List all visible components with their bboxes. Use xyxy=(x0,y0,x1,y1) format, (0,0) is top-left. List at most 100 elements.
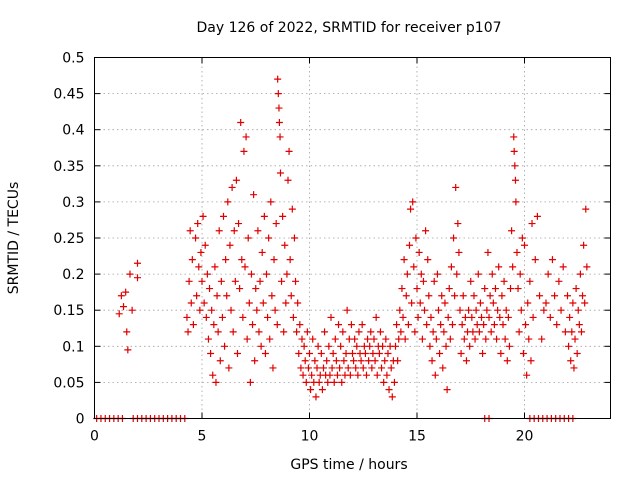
data-point xyxy=(568,328,576,336)
data-point xyxy=(342,350,350,358)
y-tick-label: 0.1 xyxy=(62,339,84,355)
data-point xyxy=(393,321,401,329)
data-point xyxy=(344,364,352,372)
data-point xyxy=(253,306,261,314)
data-point xyxy=(264,313,272,321)
data-point xyxy=(446,335,454,343)
data-point xyxy=(564,292,571,300)
data-point xyxy=(343,306,351,314)
data-point xyxy=(259,299,267,307)
data-point xyxy=(462,357,470,365)
data-point xyxy=(223,292,231,300)
data-point xyxy=(251,357,259,365)
data-point xyxy=(412,234,420,242)
data-point xyxy=(313,364,321,372)
data-point xyxy=(457,350,465,358)
data-point xyxy=(303,328,311,336)
data-point xyxy=(544,270,552,278)
data-point xyxy=(571,335,579,343)
data-point xyxy=(514,285,522,293)
data-point xyxy=(444,313,452,321)
data-point xyxy=(574,306,582,314)
data-point xyxy=(283,270,291,278)
data-point xyxy=(194,220,202,228)
data-point xyxy=(579,292,587,300)
data-point xyxy=(120,303,128,311)
x-tick-label: 0 xyxy=(90,429,99,445)
data-point xyxy=(202,313,210,321)
data-point xyxy=(332,357,340,365)
data-point xyxy=(473,321,481,329)
data-point xyxy=(385,386,393,394)
data-point xyxy=(235,220,243,228)
data-point xyxy=(263,270,270,278)
data-point xyxy=(382,335,390,343)
data-point xyxy=(218,313,226,321)
data-point xyxy=(508,227,516,235)
data-point xyxy=(274,90,282,98)
data-point xyxy=(359,364,367,372)
data-point xyxy=(504,313,512,321)
data-point xyxy=(448,321,456,329)
axis-ticks xyxy=(94,57,611,419)
data-point xyxy=(431,371,439,379)
data-point xyxy=(519,350,527,358)
data-point xyxy=(326,371,334,379)
data-point xyxy=(361,350,369,358)
data-point xyxy=(566,313,574,321)
data-point xyxy=(577,328,585,336)
data-point xyxy=(340,357,348,365)
data-point xyxy=(536,292,544,300)
data-point xyxy=(432,335,440,343)
data-point xyxy=(542,299,550,307)
data-point xyxy=(474,270,482,278)
data-point xyxy=(358,321,366,329)
data-point xyxy=(458,321,466,329)
data-point xyxy=(575,321,583,329)
data-point xyxy=(221,342,229,350)
data-point xyxy=(183,313,191,321)
data-point xyxy=(232,176,240,184)
data-point xyxy=(423,321,431,329)
data-point xyxy=(200,299,208,307)
data-point xyxy=(567,357,575,365)
data-point xyxy=(198,277,206,285)
data-point xyxy=(429,328,437,336)
data-point xyxy=(213,292,221,300)
data-point xyxy=(396,306,404,314)
data-point xyxy=(243,335,251,343)
data-point xyxy=(372,313,380,321)
data-point xyxy=(442,342,450,350)
data-point xyxy=(450,234,458,242)
data-point xyxy=(335,321,343,329)
data-point xyxy=(355,328,363,336)
data-point xyxy=(255,328,263,336)
data-point xyxy=(368,364,376,372)
data-point xyxy=(453,270,461,278)
data-point xyxy=(397,328,405,336)
data-point xyxy=(465,306,473,314)
data-point xyxy=(487,328,495,336)
data-point xyxy=(409,198,417,206)
data-point xyxy=(199,212,207,220)
data-point xyxy=(318,386,326,394)
data-point xyxy=(581,299,589,307)
data-point xyxy=(459,292,467,300)
data-point xyxy=(390,378,398,386)
data-point xyxy=(276,169,284,177)
data-point xyxy=(517,306,525,314)
data-point xyxy=(392,342,399,350)
data-point xyxy=(323,357,331,365)
data-point xyxy=(405,241,413,249)
data-point xyxy=(244,234,252,242)
data-point xyxy=(367,328,375,336)
data-point xyxy=(583,263,591,271)
data-point xyxy=(454,220,462,228)
data-point xyxy=(521,241,528,249)
data-point xyxy=(501,335,509,343)
data-point xyxy=(329,350,337,358)
data-point xyxy=(216,357,224,365)
data-point xyxy=(270,256,278,264)
data-point xyxy=(524,299,532,307)
data-point xyxy=(540,306,548,314)
